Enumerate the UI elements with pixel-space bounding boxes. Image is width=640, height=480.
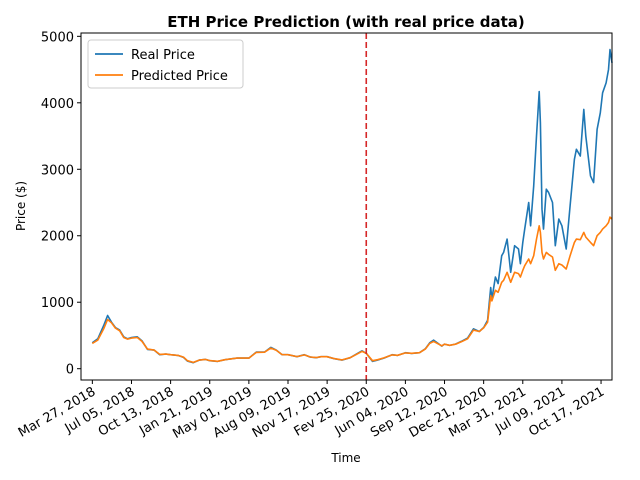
- legend-box: [87, 39, 244, 89]
- y-tick-label: 3000: [41, 163, 74, 178]
- plot-background: [81, 33, 612, 380]
- y-tick-label: 2000: [41, 230, 74, 245]
- plot-frame-border: [80, 32, 613, 381]
- y-tick-label: 0: [66, 363, 74, 378]
- x-axis-label: Time: [330, 451, 360, 465]
- legend-label-predicted-price: Predicted Price: [131, 69, 228, 84]
- chart-title: ETH Price Prediction (with real price da…: [167, 13, 524, 31]
- plot-area: [81, 33, 612, 380]
- y-axis: 0 1000 2000 3000 4000 5000: [41, 30, 81, 378]
- legend: Real Price Predicted Price: [87, 39, 244, 89]
- y-tick-label: 1000: [41, 296, 74, 311]
- series-line-predicted-price: [91, 216, 613, 364]
- y-axis-label: Price ($): [14, 181, 28, 231]
- series-layer: [91, 48, 613, 364]
- y-tick-label: 5000: [41, 30, 74, 45]
- y-tick-label: 4000: [41, 97, 74, 112]
- legend-label-real-price: Real Price: [131, 48, 195, 63]
